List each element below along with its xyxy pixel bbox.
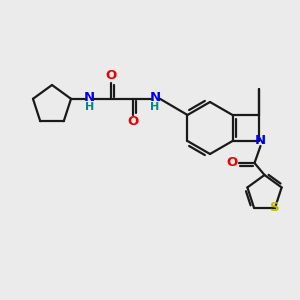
- Text: H: H: [150, 102, 160, 112]
- Text: N: N: [83, 91, 94, 104]
- Text: N: N: [149, 91, 161, 104]
- Text: H: H: [85, 102, 94, 112]
- Text: N: N: [255, 134, 266, 148]
- Text: S: S: [270, 201, 280, 214]
- Text: O: O: [128, 115, 139, 128]
- Text: O: O: [226, 157, 237, 169]
- Text: O: O: [105, 69, 117, 82]
